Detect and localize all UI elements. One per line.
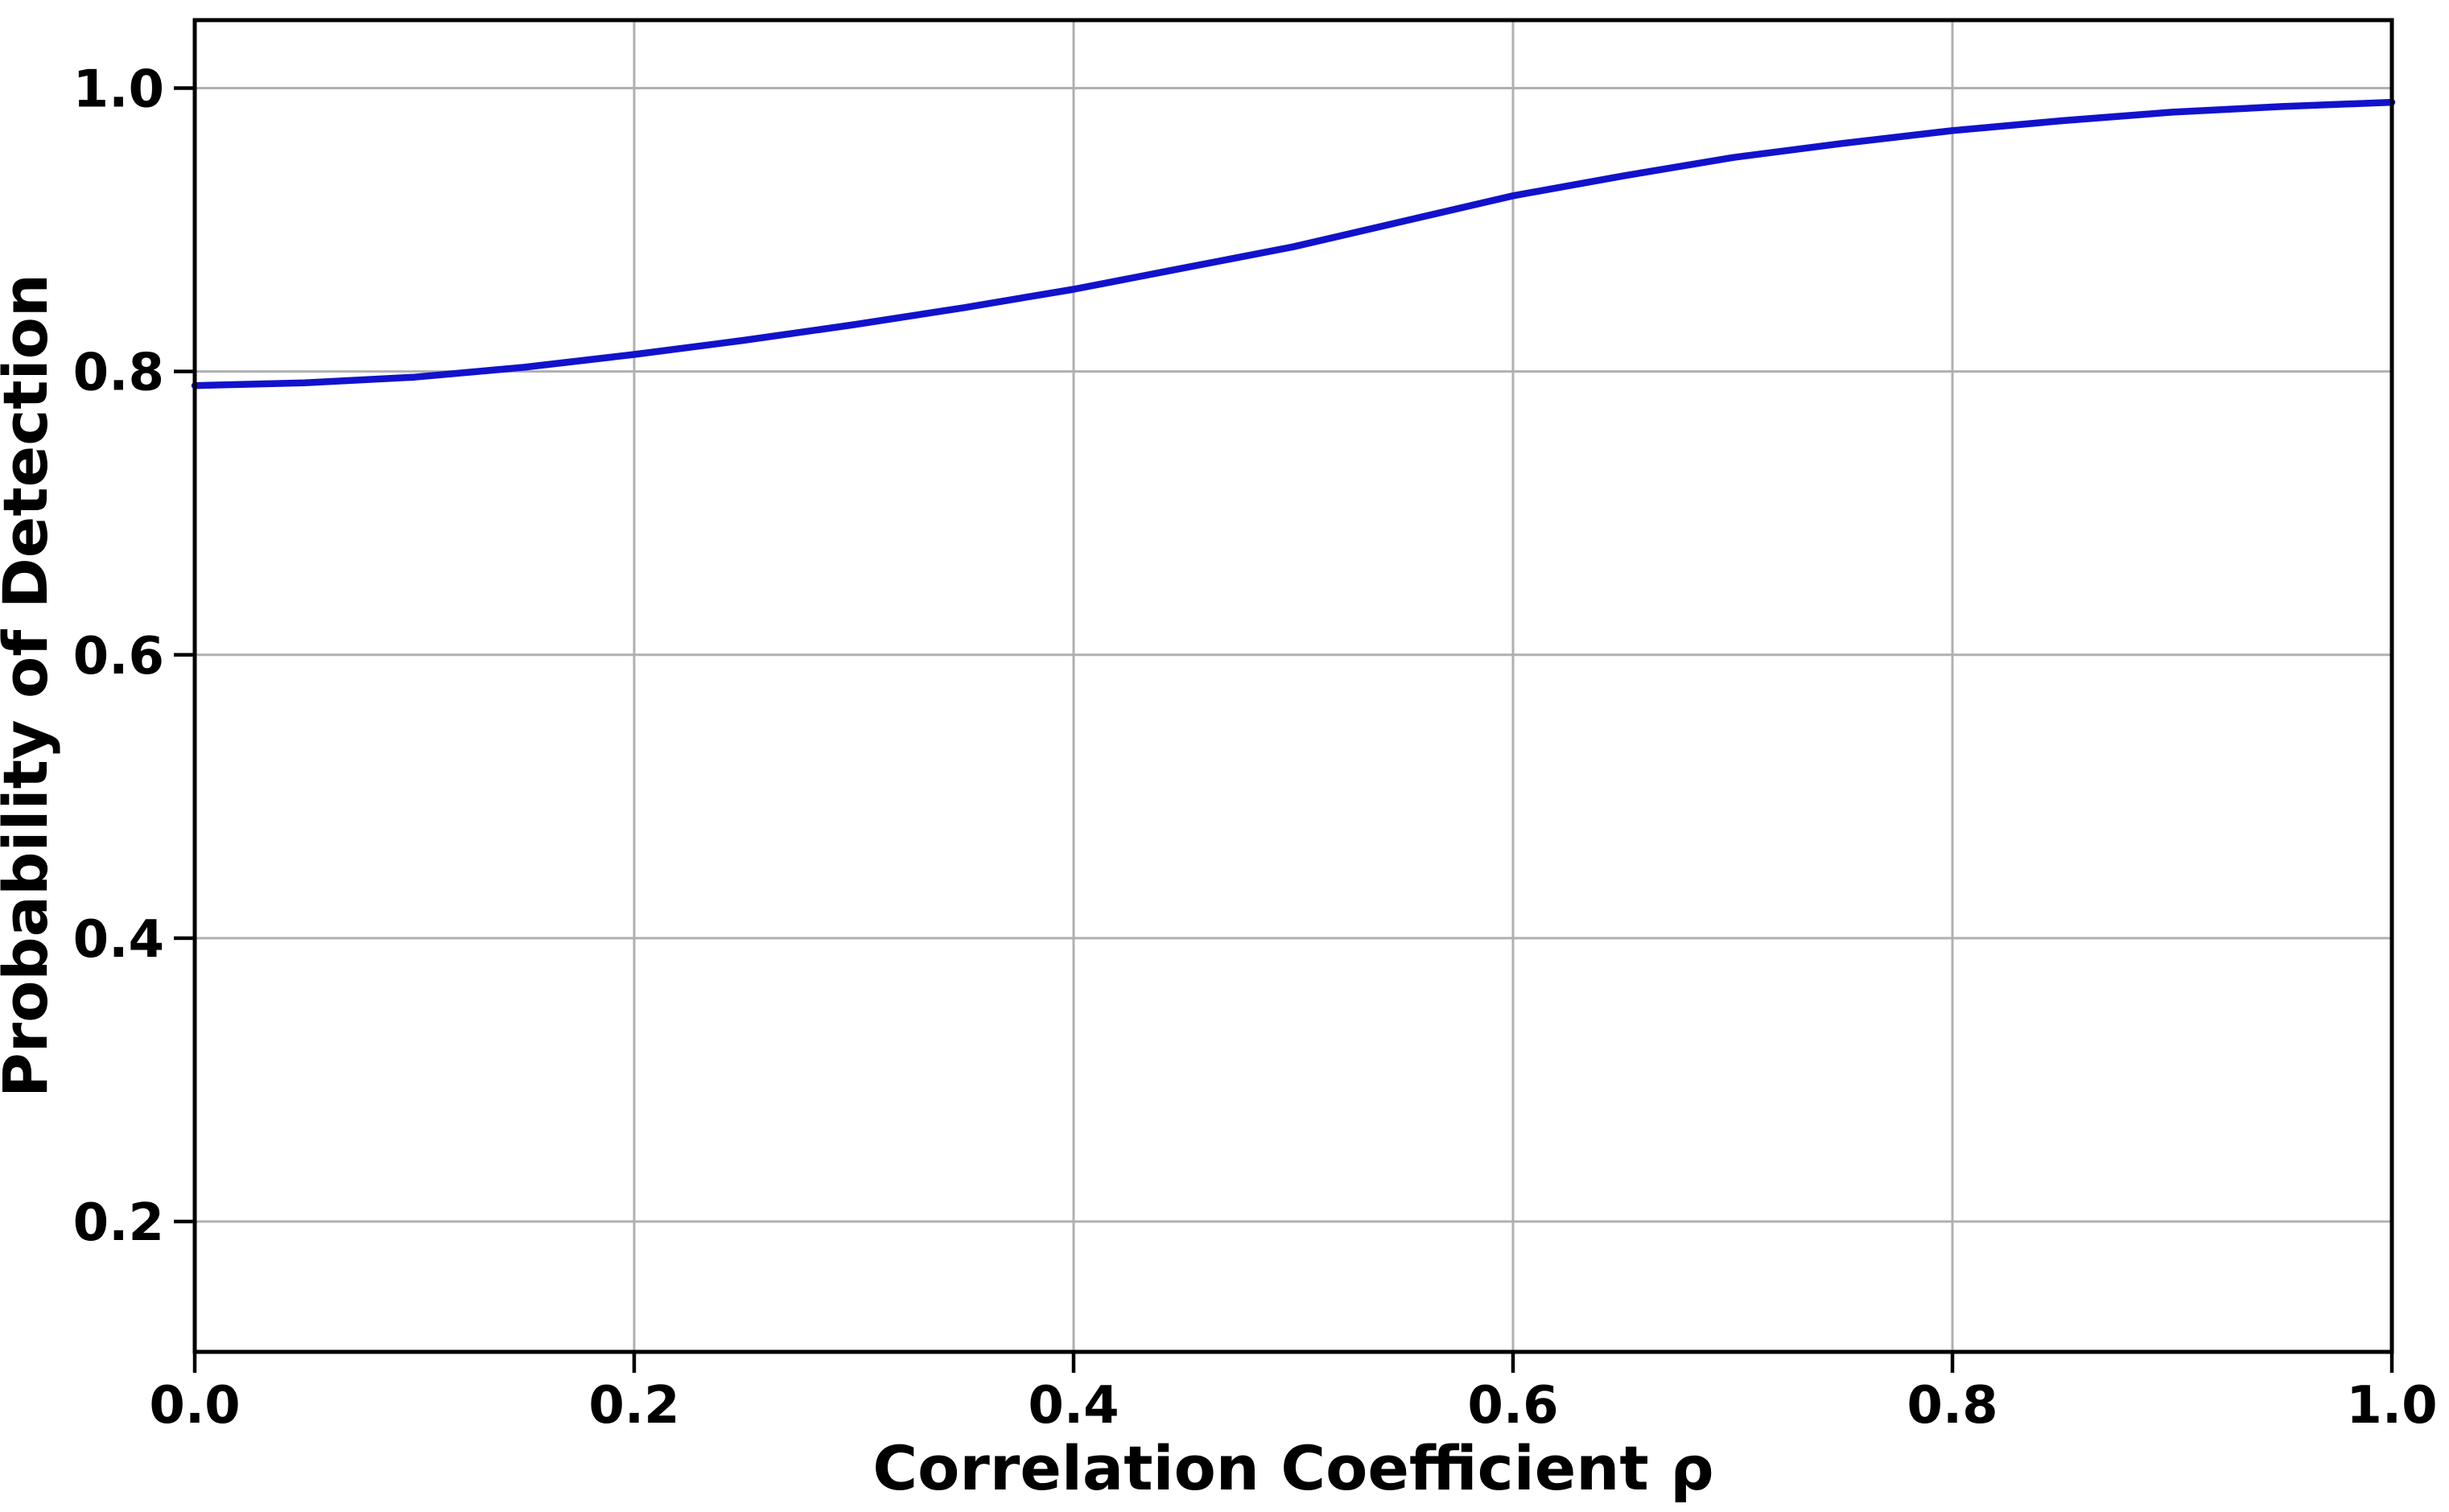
- x-tick-label: 0.4: [1028, 1376, 1119, 1436]
- detection-probability-curve: [191, 98, 2396, 389]
- y-tick-label: 0.8: [73, 344, 164, 403]
- gridlines: [193, 20, 2393, 1352]
- y-tick-label: 0.4: [73, 910, 164, 970]
- x-tick-label: 0.0: [149, 1376, 240, 1436]
- x-tick-label: 0.2: [588, 1376, 679, 1436]
- y-tick-label: 0.2: [73, 1193, 164, 1253]
- y-tick-label: 0.6: [73, 627, 164, 686]
- x-tick-label: 0.8: [1907, 1376, 1998, 1436]
- axes-frame: [192, 18, 2394, 1354]
- x-tick-label: 0.6: [1467, 1376, 1558, 1436]
- x-axis-label: Correlation Coefficient ρ: [872, 1432, 1713, 1504]
- data-series: [191, 98, 2396, 389]
- plot-spines: [192, 18, 2394, 1354]
- y-tick-label: 1.0: [73, 60, 164, 120]
- y-axis-label: Probability of Detection: [0, 274, 61, 1098]
- tick-marks: [174, 86, 2394, 1373]
- tick-labels: 0.0 0.2 0.4 0.6 0.8 1.0 0.2 0.4 0.6 0.8 1.0: [73, 60, 2438, 1436]
- x-tick-label: 1.0: [2346, 1376, 2437, 1436]
